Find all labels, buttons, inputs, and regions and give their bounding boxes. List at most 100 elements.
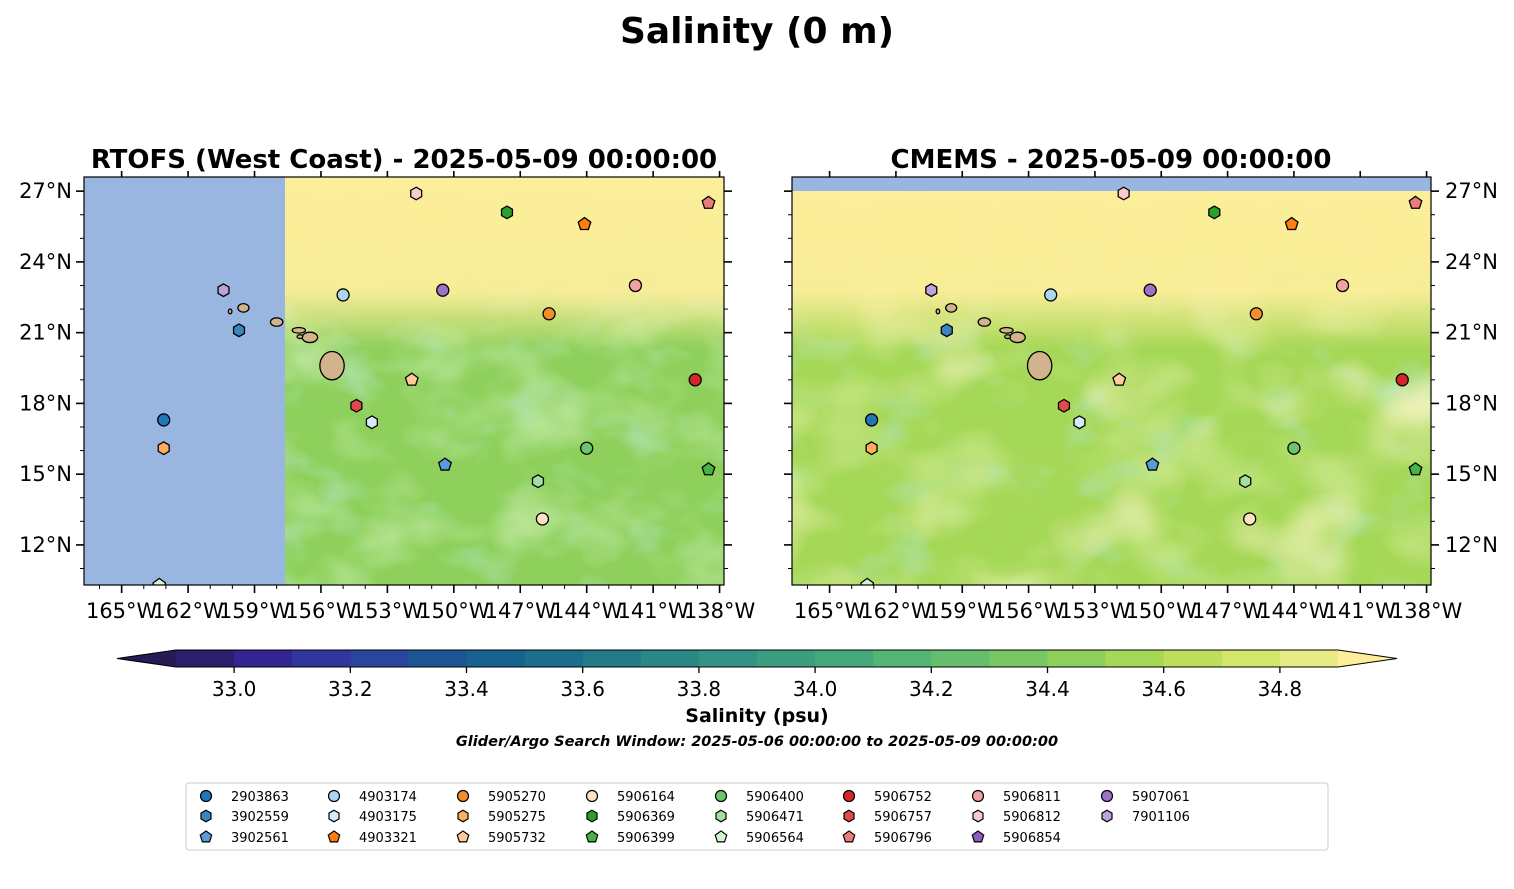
legend-label: 5906854 (1003, 831, 1061, 846)
colorbar-label: Salinity (psu) (685, 705, 828, 727)
island-3 (296, 334, 304, 340)
float-marker-5906812 (410, 186, 423, 201)
legend-marker-7901106 (1101, 809, 1113, 823)
colorbar: 33.0 33.2 33.4 33.6 33.8 34.0 34.2 34.4 34.6 34.8 (116, 649, 1398, 701)
x-tick-label: 141°W (1325, 599, 1397, 623)
panel-frame-rtofs (83, 176, 725, 586)
float-marker-5907061 (436, 283, 450, 297)
x-tick-label: 150°W (1126, 599, 1198, 623)
float-marker-3902559 (232, 323, 246, 338)
colorbar-tick-label: 33.6 (560, 677, 605, 701)
island-4 (977, 317, 992, 327)
x-tick-label: 156°W (285, 599, 357, 623)
legend-marker-5906796 (842, 830, 856, 843)
float-marker-5906564 (860, 577, 875, 585)
panel-title-rtofs: RTOFS (West Coast) - 2025-05-09 00:00:00 (91, 145, 717, 175)
legend-marker-5906752 (842, 789, 856, 803)
colorbar-bin (524, 650, 584, 667)
colorbar-tick-label: 34.0 (793, 677, 838, 701)
colorbar-bin (1047, 650, 1107, 667)
salinity-field-rtofs (84, 177, 724, 585)
x-tick-label: 138°W (1391, 599, 1463, 623)
float-marker-4903175 (1073, 415, 1086, 430)
legend-label: 5905732 (488, 831, 546, 846)
float-marker-5906812 (1117, 186, 1130, 201)
legend-label: 5906812 (1003, 810, 1061, 825)
float-marker-5906757 (1057, 398, 1071, 413)
x-tick-label: 144°W (1258, 599, 1330, 623)
colorbar-tick-label: 33.8 (677, 677, 722, 701)
float-marker-5906752 (1395, 373, 1409, 387)
x-tick-label: 165°W (794, 599, 866, 623)
field-north-salty (792, 177, 1431, 585)
legend-marker-3902561 (199, 830, 213, 843)
legend-marker-3902559 (200, 809, 212, 823)
x-tick-label: 162°W (152, 599, 224, 623)
search-window-note: Glider/Argo Search Window: 2025-05-06 00… (456, 734, 1058, 750)
float-marker-5905275 (157, 441, 170, 456)
island-3 (1004, 334, 1012, 340)
legend-label: 5906369 (617, 810, 675, 825)
legend-marker-4903174 (327, 789, 341, 803)
colorbar-bin (1221, 650, 1281, 667)
float-marker-5906164 (535, 512, 550, 526)
legend-marker-5906400 (714, 789, 728, 803)
float-marker-5906369 (1208, 205, 1221, 220)
island-6 (227, 308, 233, 315)
x-tick-label: 162°W (860, 599, 932, 623)
float-marker-3902561 (437, 457, 453, 471)
colorbar-bin (292, 650, 351, 667)
axes-cmems: 165°W162°W159°W156°W153°W150°W147°W144°W… (784, 171, 1498, 623)
island-5 (945, 302, 958, 313)
float-markers-rtofs (152, 186, 716, 585)
legend-marker-5905270 (456, 789, 470, 803)
x-tick-label: 147°W (485, 599, 557, 623)
x-tick-label: 165°W (86, 599, 158, 623)
y-tick-label: 24°N (19, 250, 72, 274)
float-marker-5905270 (1249, 307, 1263, 321)
legend-box (185, 782, 1329, 851)
float-marker-4903174 (1044, 288, 1058, 302)
x-tick-label: 153°W (1059, 599, 1131, 623)
island-4 (269, 317, 284, 327)
float-marker-5906471 (531, 474, 545, 489)
y-tick-label: 18°N (19, 391, 72, 415)
colorbar-bin (1163, 650, 1223, 667)
legend-label: 4903175 (359, 810, 417, 825)
y-tick-label: 18°N (1445, 391, 1498, 415)
legend-marker-5906369 (586, 809, 598, 823)
x-tick-label: 159°W (927, 599, 999, 623)
float-marker-3902561 (1145, 457, 1160, 471)
legend-marker-5906812 (972, 809, 984, 823)
island-1 (1009, 331, 1026, 344)
colorbar-bin (757, 650, 816, 667)
float-marker-4903321 (1284, 216, 1299, 231)
float-marker-5905270 (542, 307, 556, 321)
y-tick-label: 27°N (19, 179, 72, 203)
island-2 (999, 326, 1014, 334)
x-tick-label: 138°W (684, 599, 756, 623)
x-tick-label: 150°W (418, 599, 490, 623)
legend-marker-5906564 (714, 830, 728, 843)
legend-marker-5906811 (971, 789, 985, 803)
legend: 2903863 3902559 3902561 4903174 4903175 49033… (199, 789, 1190, 846)
legend-label: 4903321 (359, 831, 417, 846)
legend-marker-5906399 (585, 830, 599, 843)
y-tick-label: 12°N (19, 533, 72, 557)
legend-label: 5907061 (1132, 790, 1190, 805)
legend-marker-5907061 (1100, 789, 1114, 803)
float-marker-5906796 (1408, 195, 1423, 209)
colorbar-extend-low (117, 650, 176, 667)
salinity-field-cmems (792, 177, 1431, 585)
legend-marker-5906164 (585, 789, 599, 803)
float-marker-5906796 (701, 195, 716, 209)
float-marker-2903863 (864, 413, 879, 427)
legend-label: 5906399 (617, 831, 675, 846)
land-cmems (935, 302, 1053, 381)
legend-label: 4903174 (359, 790, 417, 805)
colorbar-bin (350, 650, 409, 667)
legend-marker-5906854 (971, 830, 985, 843)
float-marker-3902559 (940, 323, 953, 338)
colorbar-tick-label: 33.2 (328, 677, 373, 701)
legend-label: 5906164 (617, 790, 675, 805)
